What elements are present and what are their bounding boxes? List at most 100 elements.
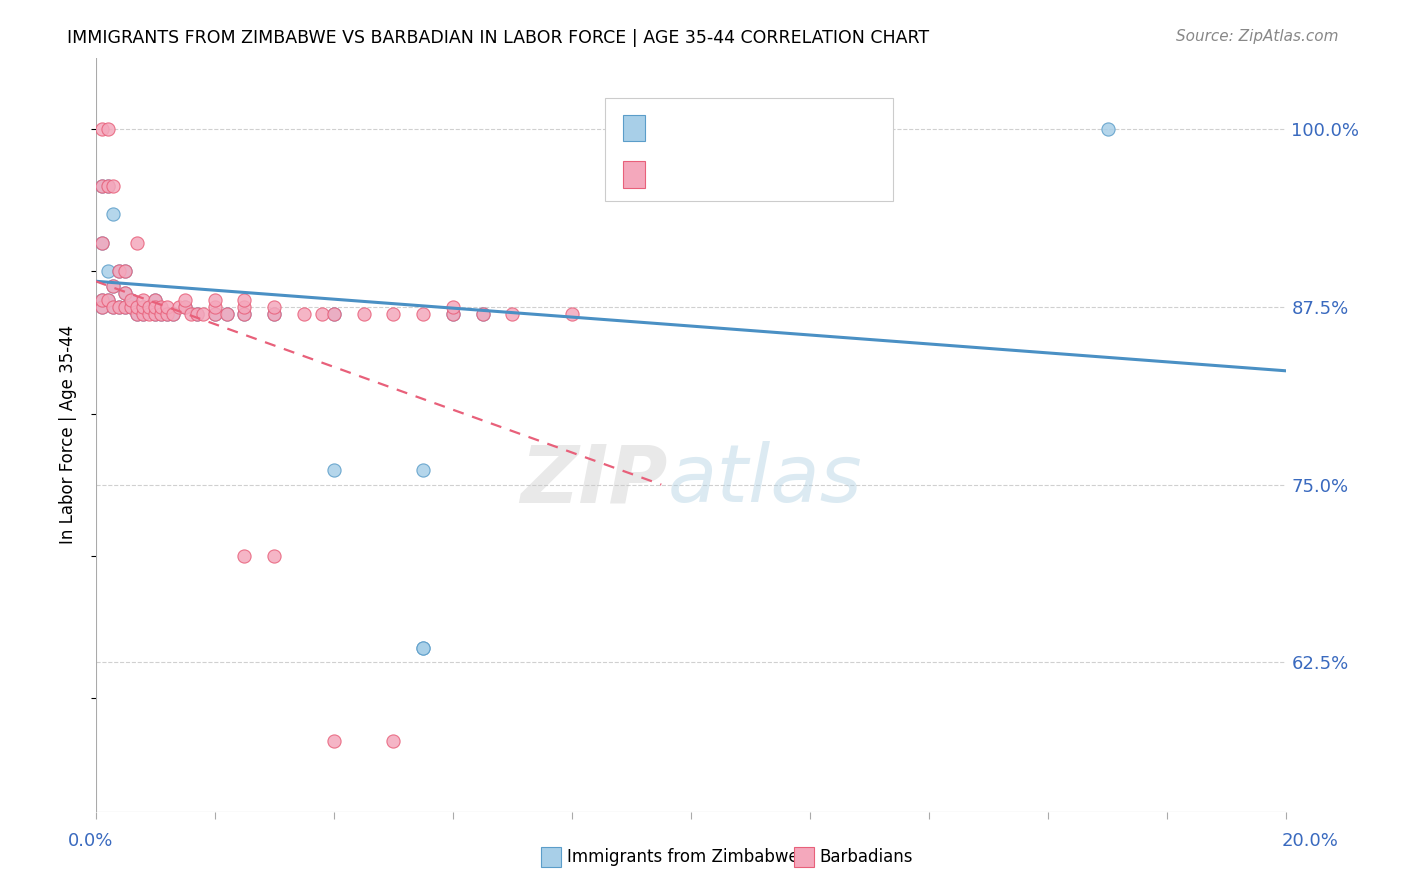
Text: 20.0%: 20.0% (1282, 832, 1339, 850)
Point (103, 300, 125, 314)
Point (143, 293, 166, 307)
Point (233, 307, 256, 321)
Text: Immigrants from Zimbabwe: Immigrants from Zimbabwe (567, 848, 799, 866)
Point (174, 300, 197, 314)
Point (120, 300, 142, 314)
Point (233, 300, 256, 314)
Point (127, 300, 149, 314)
Point (292, 307, 315, 321)
Point (90, 300, 112, 314)
Point (501, 307, 523, 321)
Point (90, 178, 112, 193)
Point (322, 463, 344, 477)
Point (156, 307, 179, 321)
Point (150, 307, 173, 321)
Point (108, 264, 131, 278)
Point (143, 293, 166, 307)
Point (143, 307, 166, 321)
Point (108, 264, 131, 278)
Point (103, 300, 125, 314)
Point (382, 307, 405, 321)
Point (471, 307, 494, 321)
Point (150, 300, 173, 314)
Point (412, 463, 434, 477)
Point (353, 307, 375, 321)
Point (90, 235, 112, 250)
Y-axis label: In Labor Force | Age 35-44: In Labor Force | Age 35-44 (59, 326, 77, 544)
Point (120, 300, 142, 314)
Point (681, 122, 703, 136)
Text: R = -0.088   N = 64: R = -0.088 N = 64 (654, 166, 831, 184)
Point (127, 307, 149, 321)
Text: ZIP: ZIP (520, 441, 668, 519)
Point (412, 307, 434, 321)
Point (114, 300, 136, 314)
Point (233, 307, 256, 321)
Point (162, 307, 184, 321)
Point (143, 307, 166, 321)
Point (162, 307, 184, 321)
Point (96, 293, 118, 307)
Point (114, 285, 136, 300)
Point (322, 307, 344, 321)
Point (322, 307, 344, 321)
Point (322, 733, 344, 747)
Point (263, 549, 285, 563)
Point (561, 307, 583, 321)
Point (127, 307, 149, 321)
Point (138, 300, 160, 314)
Point (263, 307, 285, 321)
Text: 0.0%: 0.0% (67, 832, 112, 850)
Point (90, 178, 112, 193)
Point (215, 307, 238, 321)
Point (90, 122, 112, 136)
Point (108, 300, 131, 314)
Point (132, 300, 155, 314)
Point (186, 307, 208, 321)
Point (156, 307, 179, 321)
Point (114, 285, 136, 300)
Point (143, 300, 166, 314)
Point (132, 293, 155, 307)
Point (132, 307, 155, 321)
Point (138, 307, 160, 321)
Point (1097, 122, 1119, 136)
Point (96, 178, 118, 193)
Point (108, 300, 131, 314)
Point (263, 300, 285, 314)
Point (114, 300, 136, 314)
Point (150, 307, 173, 321)
Point (120, 293, 142, 307)
Point (311, 307, 333, 321)
Point (263, 307, 285, 321)
Point (471, 307, 494, 321)
Text: Source: ZipAtlas.com: Source: ZipAtlas.com (1175, 29, 1339, 45)
Point (132, 300, 155, 314)
Point (114, 264, 136, 278)
Point (114, 264, 136, 278)
Point (103, 178, 125, 193)
Point (138, 300, 160, 314)
Point (90, 293, 112, 307)
Point (186, 307, 208, 321)
Point (103, 207, 125, 221)
Point (174, 293, 197, 307)
Point (167, 300, 190, 314)
Point (204, 293, 226, 307)
Point (120, 293, 142, 307)
Point (441, 307, 464, 321)
Point (156, 300, 179, 314)
Point (204, 307, 226, 321)
Point (412, 641, 434, 656)
Point (180, 307, 202, 321)
Point (127, 300, 149, 314)
Point (96, 178, 118, 193)
Point (382, 733, 405, 747)
Point (174, 300, 197, 314)
Point (90, 293, 112, 307)
Point (204, 300, 226, 314)
Point (96, 264, 118, 278)
Point (233, 293, 256, 307)
Text: Barbadians: Barbadians (820, 848, 914, 866)
Point (441, 300, 464, 314)
